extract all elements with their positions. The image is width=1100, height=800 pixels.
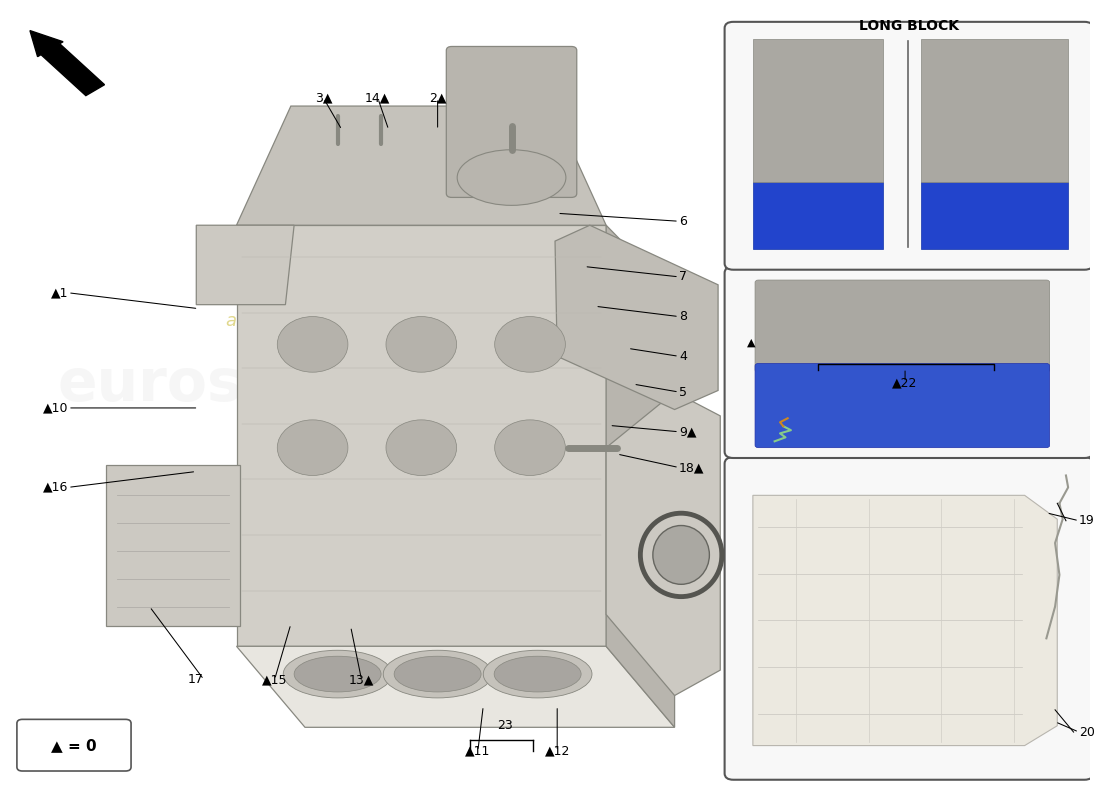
Text: LONG BLOCK: LONG BLOCK — [859, 18, 959, 33]
Text: 4: 4 — [679, 350, 686, 363]
Text: 9▲: 9▲ — [679, 426, 696, 438]
Ellipse shape — [394, 656, 481, 692]
Text: ▲15: ▲15 — [262, 673, 287, 686]
Text: since
085: since 085 — [579, 411, 636, 452]
Text: ▲10: ▲10 — [43, 402, 68, 414]
FancyBboxPatch shape — [755, 280, 1049, 372]
Text: 13▲: 13▲ — [349, 673, 374, 686]
Polygon shape — [606, 392, 720, 695]
FancyBboxPatch shape — [725, 457, 1093, 780]
FancyBboxPatch shape — [755, 363, 1049, 448]
Ellipse shape — [495, 317, 565, 372]
Text: ▲16: ▲16 — [43, 481, 68, 494]
Ellipse shape — [458, 150, 565, 206]
Ellipse shape — [294, 656, 381, 692]
Polygon shape — [236, 646, 674, 727]
Polygon shape — [752, 495, 1057, 746]
Text: 23: 23 — [497, 719, 513, 732]
Text: 17: 17 — [188, 673, 204, 686]
FancyBboxPatch shape — [447, 46, 576, 198]
Ellipse shape — [653, 526, 710, 584]
Ellipse shape — [483, 650, 592, 698]
Polygon shape — [236, 226, 606, 646]
Text: 18▲: 18▲ — [679, 461, 704, 474]
Text: eurospares: eurospares — [57, 356, 427, 413]
Text: 20: 20 — [1079, 726, 1094, 738]
Ellipse shape — [283, 650, 392, 698]
Text: ▲: ▲ — [747, 338, 756, 348]
Text: 6: 6 — [679, 214, 686, 228]
Ellipse shape — [386, 317, 456, 372]
Text: ▲ = 0: ▲ = 0 — [52, 738, 97, 753]
Polygon shape — [922, 38, 1068, 182]
Ellipse shape — [386, 420, 456, 475]
FancyBboxPatch shape — [758, 368, 1041, 444]
Polygon shape — [922, 182, 1068, 249]
Ellipse shape — [383, 650, 492, 698]
Text: ▲22: ▲22 — [892, 376, 917, 389]
Text: ▲1: ▲1 — [51, 286, 68, 299]
FancyBboxPatch shape — [725, 22, 1093, 270]
Polygon shape — [752, 182, 883, 249]
Ellipse shape — [494, 656, 581, 692]
Text: 2▲: 2▲ — [429, 92, 447, 105]
Text: ▲12: ▲12 — [544, 745, 570, 758]
Polygon shape — [752, 38, 883, 182]
Text: 5: 5 — [679, 386, 688, 398]
Text: 3▲: 3▲ — [315, 92, 332, 105]
Text: 7: 7 — [679, 270, 688, 283]
Text: 14▲: 14▲ — [365, 92, 390, 105]
Text: ▲11: ▲11 — [465, 745, 491, 758]
Text: a passion for parts since 1985: a passion for parts since 1985 — [226, 311, 497, 330]
FancyArrow shape — [30, 30, 105, 96]
Polygon shape — [556, 226, 718, 410]
Text: 8: 8 — [679, 310, 688, 323]
FancyBboxPatch shape — [16, 719, 131, 771]
Ellipse shape — [277, 317, 348, 372]
Text: 19: 19 — [1079, 514, 1094, 527]
Polygon shape — [606, 226, 674, 727]
Ellipse shape — [495, 420, 565, 475]
FancyBboxPatch shape — [725, 266, 1093, 458]
Polygon shape — [196, 226, 294, 305]
Polygon shape — [236, 106, 606, 226]
Polygon shape — [106, 465, 240, 626]
Ellipse shape — [277, 420, 348, 475]
FancyBboxPatch shape — [758, 289, 900, 444]
